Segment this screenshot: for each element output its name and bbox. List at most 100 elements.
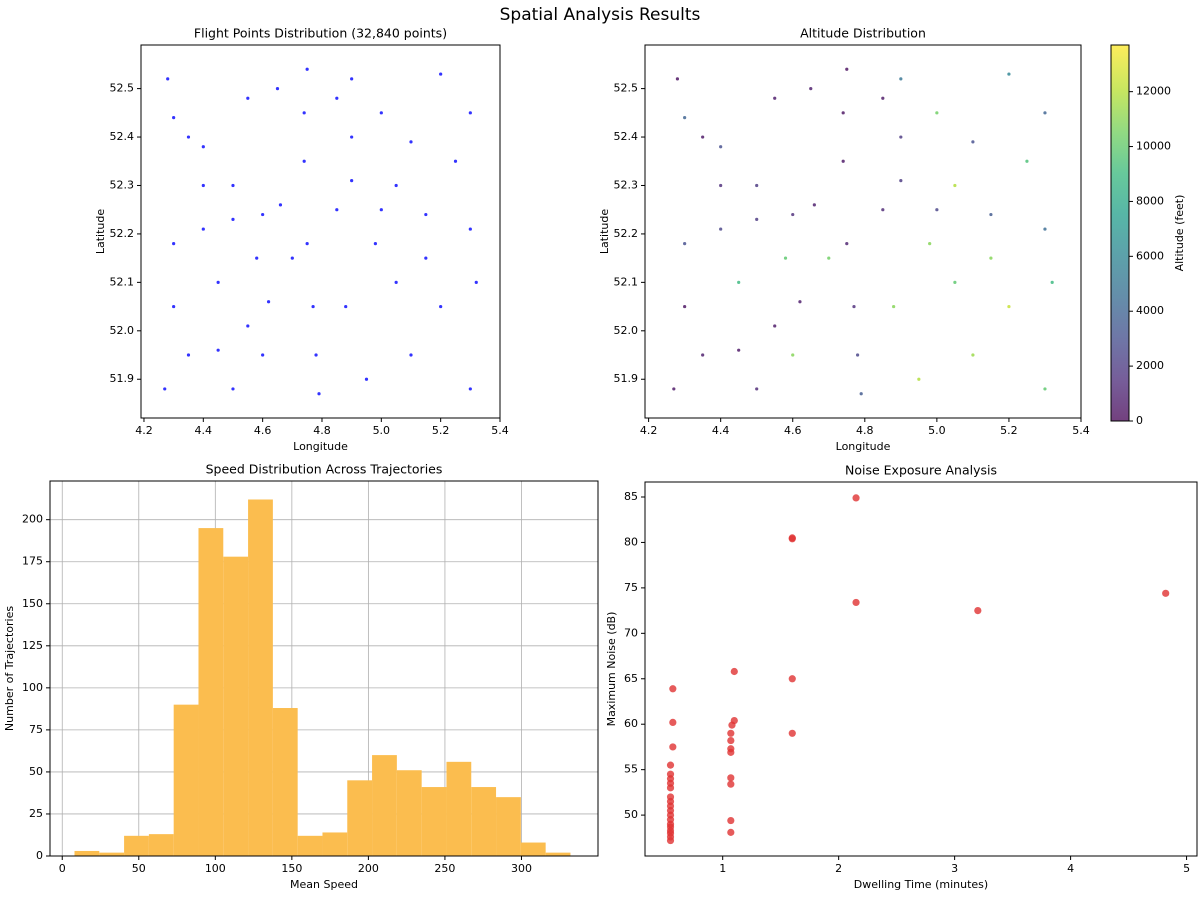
point [917, 377, 921, 381]
x-tick-label: 300 [511, 862, 532, 875]
colorbar-tick-label: 6000 [1136, 249, 1164, 262]
y-tick-label: 0 [36, 849, 43, 862]
point [231, 217, 235, 221]
point [186, 353, 191, 357]
y-axis-label: Maximum Noise (dB) [605, 612, 618, 727]
y-tick-label: 52.3 [614, 178, 639, 191]
y-tick-label: 50 [624, 808, 638, 821]
x-tick-label: 0 [59, 862, 66, 875]
point [730, 716, 738, 725]
point [302, 111, 306, 115]
point [730, 667, 738, 676]
y-tick-label: 70 [624, 626, 638, 639]
point [201, 227, 205, 231]
bar [446, 761, 472, 856]
point [935, 208, 939, 212]
bar [347, 780, 373, 856]
point [773, 324, 777, 328]
chart-title: Flight Points Distribution (32,840 point… [194, 26, 447, 41]
point [675, 77, 680, 81]
point [424, 256, 428, 260]
point [701, 135, 705, 139]
y-tick-label: 25 [29, 807, 43, 820]
point [1162, 589, 1170, 597]
x-tick-label: 5.0 [373, 424, 391, 437]
bar [248, 499, 273, 856]
y-tick-label: 75 [624, 581, 638, 594]
chart-title: Speed Distribution Across Trajectories [206, 462, 443, 477]
y-tick-label: 60 [624, 717, 638, 730]
point [899, 135, 903, 139]
point [231, 183, 235, 188]
point [424, 212, 428, 217]
colorbar-tick-label: 2000 [1136, 359, 1164, 372]
point [845, 242, 849, 246]
point [335, 96, 339, 100]
point [201, 145, 205, 149]
plot-frame [644, 481, 1198, 857]
point [845, 67, 849, 71]
point [755, 183, 759, 188]
point [246, 324, 250, 328]
point [305, 67, 309, 71]
y-tick-label: 100 [22, 681, 43, 694]
point [683, 242, 687, 246]
point [881, 96, 885, 100]
point [928, 242, 932, 246]
point [1007, 72, 1011, 76]
point [305, 242, 309, 246]
point [172, 242, 176, 246]
x-tick-label: 2 [835, 862, 842, 875]
x-axis-label: Mean Speed [290, 878, 358, 891]
x-tick-label: 200 [358, 862, 379, 875]
bar [99, 852, 125, 856]
point [727, 729, 735, 737]
bar [396, 770, 422, 856]
bar [74, 850, 100, 856]
point [683, 116, 687, 120]
point [216, 348, 220, 352]
point [755, 387, 759, 391]
bar [520, 842, 546, 856]
point [827, 256, 831, 260]
point [163, 387, 167, 391]
y-tick-label: 175 [22, 555, 43, 568]
colorbar-tick-label: 4000 [1136, 304, 1164, 317]
point [971, 140, 975, 144]
x-tick-label: 50 [132, 862, 146, 875]
bar [173, 704, 199, 856]
point [166, 77, 170, 81]
point [852, 494, 860, 502]
point [791, 212, 795, 217]
point [172, 304, 176, 309]
point [701, 353, 705, 357]
y-tick-label: 200 [22, 513, 43, 526]
point [812, 203, 816, 207]
point [666, 761, 675, 769]
point [727, 774, 735, 782]
point [841, 111, 845, 115]
x-tick-label: 4.2 [640, 424, 658, 437]
chart-title: Noise Exposure Analysis [845, 463, 997, 478]
point [261, 212, 265, 217]
point [216, 280, 220, 284]
point [727, 828, 735, 836]
point [852, 304, 856, 309]
point [1043, 227, 1047, 231]
x-tick-label: 4.4 [195, 424, 213, 437]
point [1007, 304, 1011, 309]
point [727, 736, 735, 745]
y-axis-label: Latitude [94, 209, 107, 255]
point [989, 256, 993, 260]
bar [322, 832, 348, 856]
y-axis-label: Number of Trajectories [3, 606, 16, 731]
x-axis-label: Longitude [293, 440, 348, 453]
y-tick-label: 52.2 [614, 227, 639, 240]
x-tick-label: 5.2 [1000, 424, 1018, 437]
point [409, 140, 413, 144]
point [350, 77, 354, 81]
x-axis-label: Dwelling Time (minutes) [854, 878, 988, 891]
x-tick-label: 4.8 [313, 424, 331, 437]
y-tick-label: 52.5 [110, 82, 135, 95]
point [672, 387, 676, 391]
